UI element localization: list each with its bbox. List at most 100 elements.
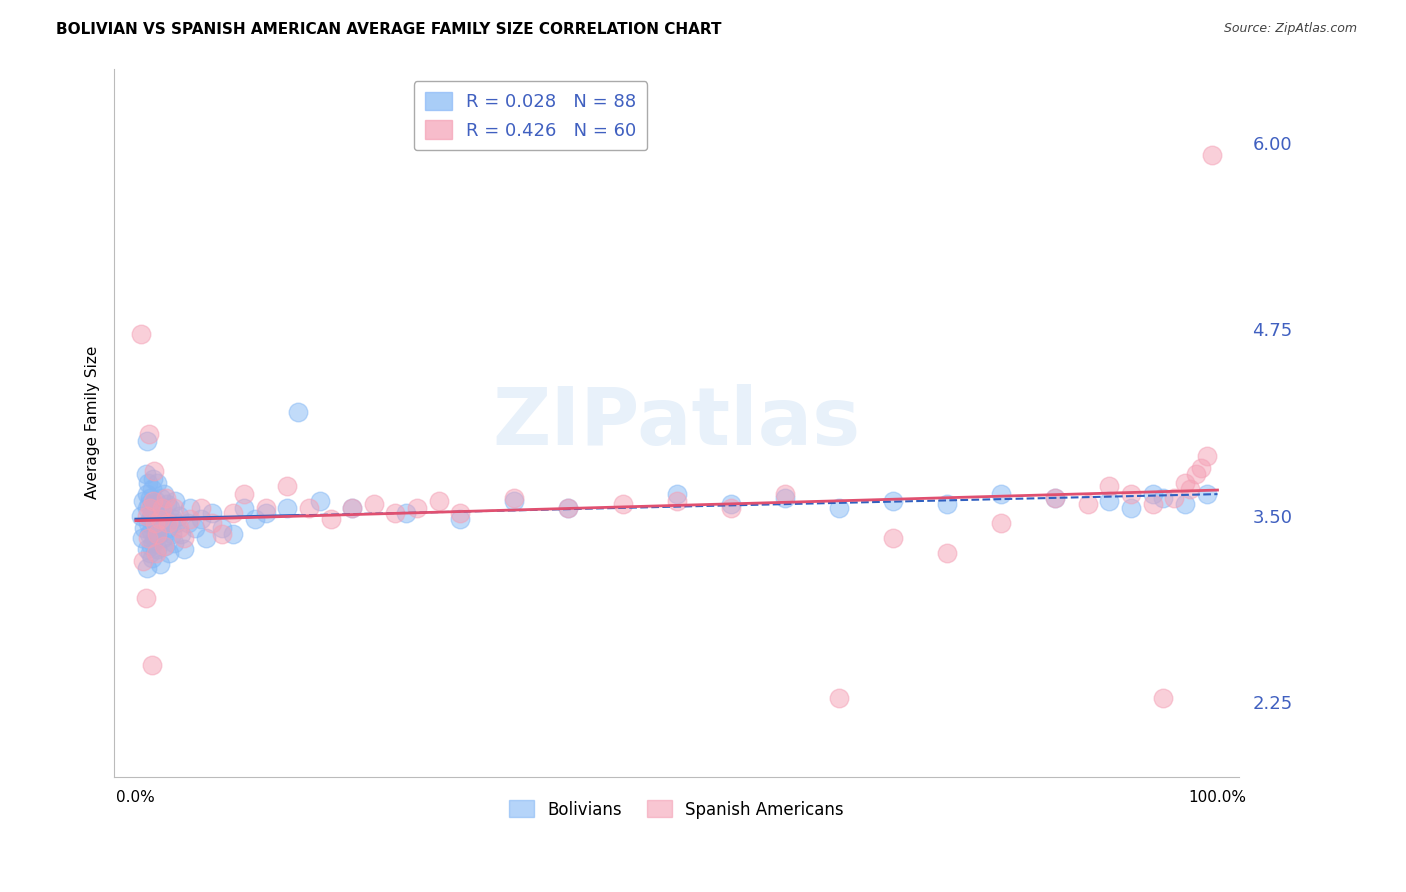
Point: [936, 497, 959, 511]
Point: [143, 516, 166, 531]
Point: [243, 512, 266, 526]
Point: [1119, 486, 1142, 500]
Point: [612, 497, 634, 511]
Point: [828, 690, 851, 705]
Point: [233, 501, 256, 516]
Point: [135, 486, 157, 500]
Point: [170, 526, 193, 541]
Point: [152, 531, 174, 545]
Point: [1142, 497, 1164, 511]
Point: [828, 501, 851, 516]
Point: [395, 506, 418, 520]
Point: [150, 501, 173, 516]
Point: [157, 516, 180, 531]
Point: [1195, 449, 1218, 463]
Point: [177, 516, 200, 531]
Point: [163, 501, 186, 516]
Point: [276, 501, 298, 516]
Point: [143, 497, 166, 511]
Point: [135, 541, 157, 556]
Point: [222, 506, 245, 520]
Point: [155, 512, 177, 526]
Point: [149, 512, 172, 526]
Point: [308, 494, 330, 508]
Point: [1152, 690, 1174, 705]
Point: [157, 546, 180, 560]
Point: [148, 501, 170, 516]
Legend: Bolivians, Spanish Americans: Bolivians, Spanish Americans: [502, 794, 851, 825]
Y-axis label: Average Family Size: Average Family Size: [86, 346, 100, 500]
Point: [149, 557, 172, 571]
Point: [173, 531, 195, 545]
Point: [141, 506, 163, 520]
Point: [138, 426, 160, 441]
Point: [152, 506, 174, 520]
Point: [990, 486, 1012, 500]
Point: [503, 491, 526, 505]
Point: [141, 658, 163, 673]
Point: [384, 506, 406, 520]
Point: [340, 501, 363, 516]
Point: [233, 486, 256, 500]
Point: [720, 497, 742, 511]
Point: [1045, 491, 1067, 505]
Point: [136, 516, 159, 531]
Point: [153, 539, 176, 553]
Point: [1077, 497, 1099, 511]
Point: [1174, 476, 1197, 491]
Point: [1045, 491, 1067, 505]
Point: [146, 508, 169, 523]
Point: [211, 526, 233, 541]
Point: [882, 494, 904, 508]
Point: [142, 535, 165, 549]
Point: [132, 554, 155, 568]
Point: [1180, 482, 1202, 496]
Point: [1163, 491, 1185, 505]
Point: [143, 464, 166, 478]
Point: [195, 531, 218, 545]
Point: [135, 434, 157, 449]
Point: [557, 501, 579, 516]
Point: [1174, 497, 1197, 511]
Point: [1119, 501, 1142, 516]
Point: [153, 539, 176, 553]
Point: [139, 491, 162, 505]
Point: [163, 494, 186, 508]
Point: [129, 508, 152, 523]
Point: [427, 494, 450, 508]
Point: [136, 476, 159, 491]
Point: [254, 506, 277, 520]
Point: [200, 506, 222, 520]
Point: [142, 472, 165, 486]
Point: [145, 494, 167, 508]
Text: Source: ZipAtlas.com: Source: ZipAtlas.com: [1223, 22, 1357, 36]
Point: [276, 479, 298, 493]
Point: [135, 508, 157, 523]
Point: [449, 512, 471, 526]
Point: [1189, 461, 1212, 475]
Point: [319, 512, 342, 526]
Point: [136, 531, 159, 545]
Point: [720, 501, 742, 516]
Point: [139, 524, 162, 538]
Point: [145, 521, 167, 535]
Point: [145, 546, 167, 560]
Point: [990, 516, 1012, 531]
Point: [143, 531, 166, 545]
Point: [149, 491, 172, 505]
Point: [1098, 494, 1121, 508]
Point: [882, 531, 904, 545]
Point: [340, 501, 363, 516]
Point: [665, 486, 688, 500]
Point: [135, 501, 157, 516]
Point: [157, 521, 180, 535]
Point: [1195, 486, 1218, 500]
Point: [406, 501, 429, 516]
Point: [165, 516, 187, 531]
Point: [132, 494, 155, 508]
Point: [1201, 148, 1223, 162]
Point: [135, 561, 157, 575]
Point: [156, 497, 179, 511]
Point: [141, 550, 163, 565]
Point: [134, 521, 156, 535]
